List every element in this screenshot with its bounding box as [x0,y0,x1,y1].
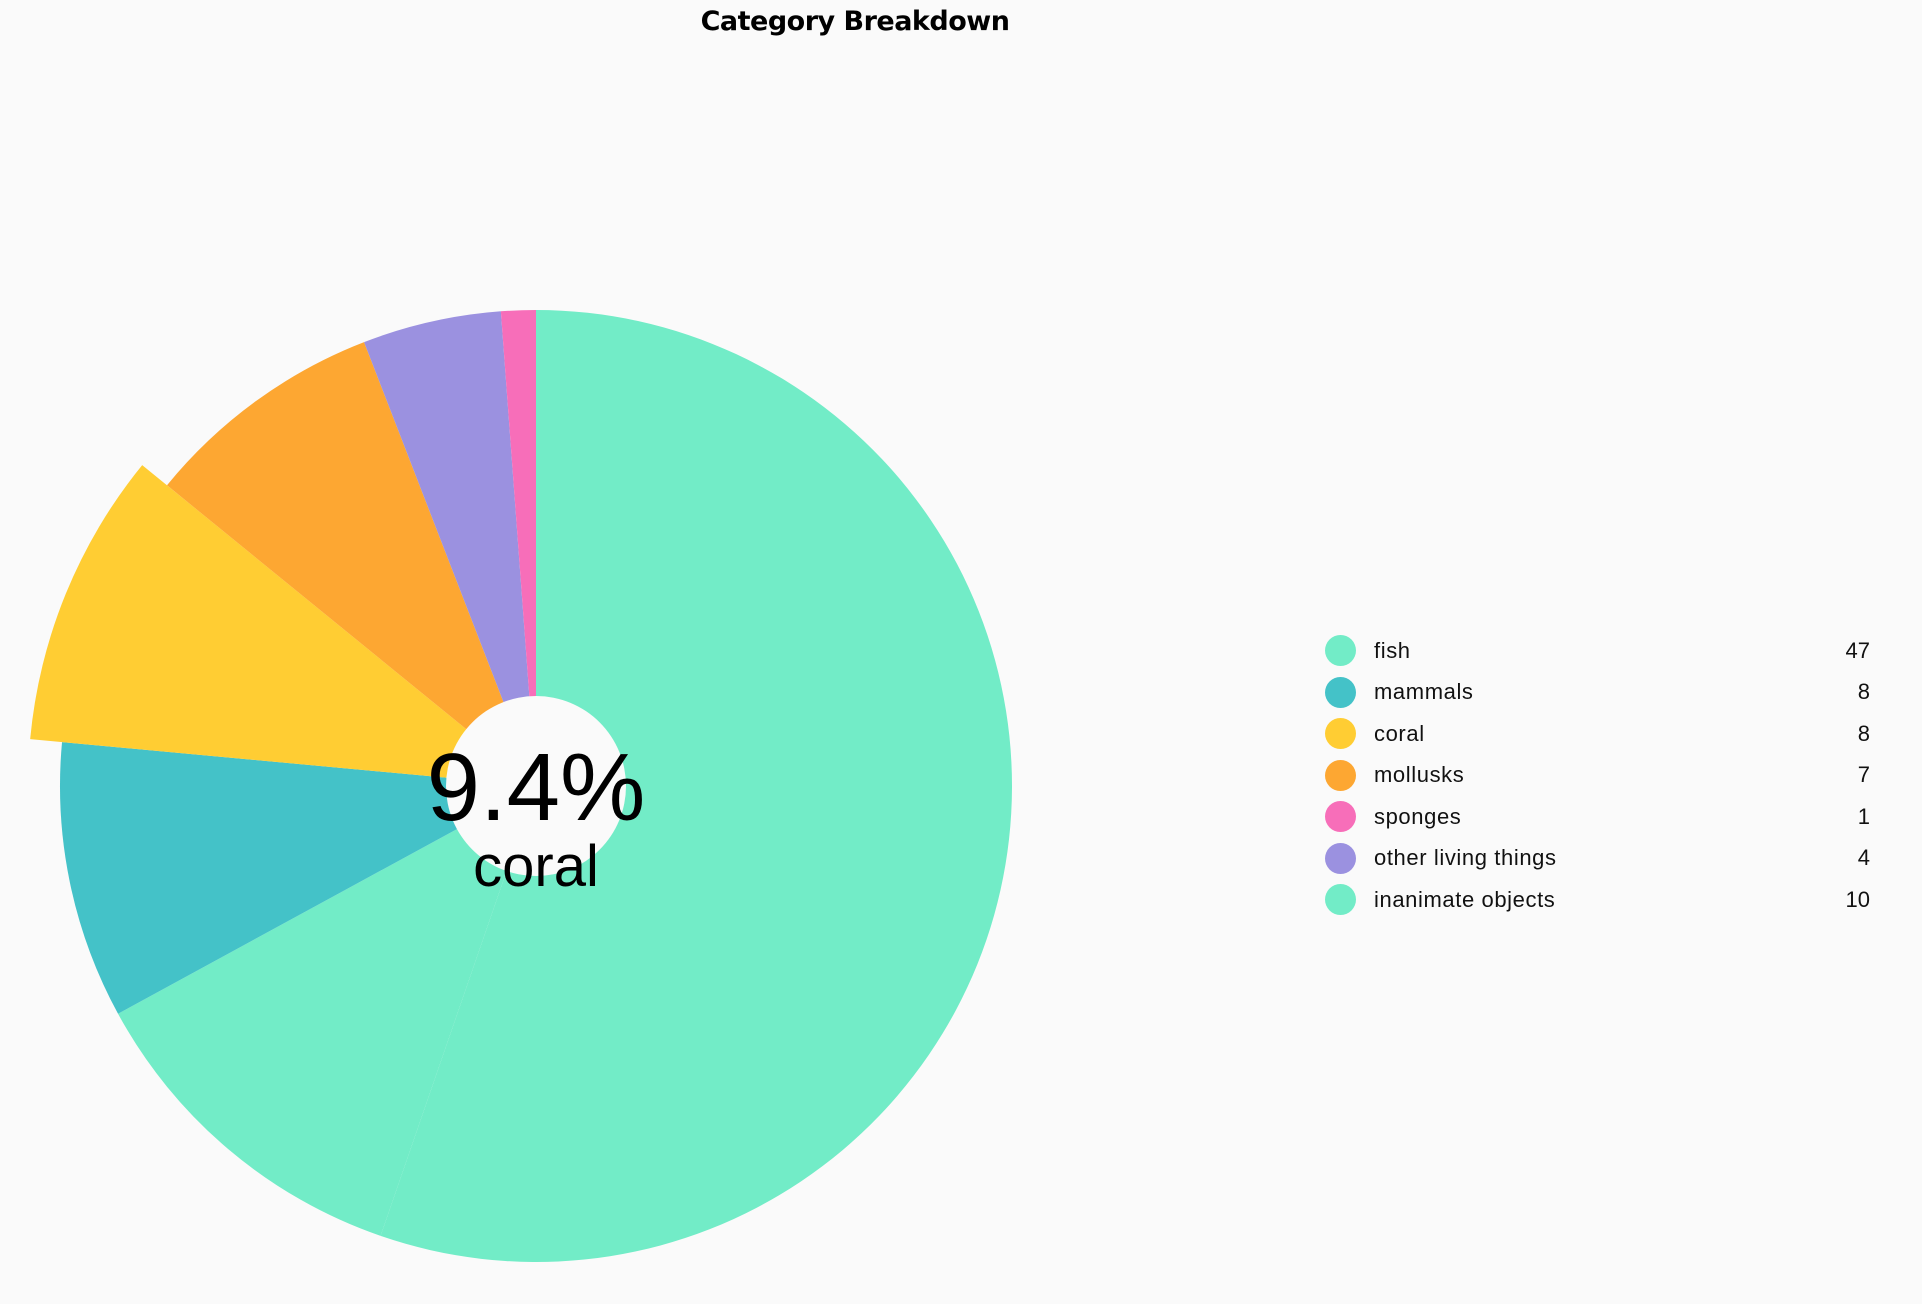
pie-slice-sponges[interactable] [500,310,536,786]
pie-slice-fish[interactable] [380,310,1013,1262]
legend-item[interactable]: mollusks 7 [1325,755,1870,797]
legend-value: 47 [1845,637,1870,663]
legend-value: 1 [1857,803,1870,829]
legend-item[interactable]: coral 8 [1325,713,1870,755]
legend-value: 10 [1845,886,1870,912]
pie-center-hole [446,696,626,876]
legend-swatch [1325,718,1356,750]
legend-label: mollusks [1374,762,1465,788]
legend-item[interactable]: inanimate objects 10 [1325,879,1870,921]
legend-item[interactable]: other living things 4 [1325,838,1870,880]
legend-value: 8 [1857,720,1870,746]
legend-label: mammals [1374,679,1474,705]
legend-swatch [1325,676,1356,708]
legend-swatch [1325,635,1356,667]
legend-item[interactable]: fish 47 [1325,630,1870,672]
pie-slice-other-living-things[interactable] [364,311,536,786]
legend-swatch [1325,842,1356,874]
legend-label: other living things [1374,845,1557,871]
legend-swatch [1325,884,1356,916]
chart-title: Category Breakdown [700,6,1010,37]
legend-value: 7 [1857,762,1870,788]
center-percentage: 9.4% [427,734,646,841]
legend: fish 47 mammals 8 coral 8 mollusks 7 sponges 1 oth… [1325,630,1870,921]
legend-item[interactable]: mammals 8 [1325,672,1870,714]
legend-label: inanimate objects [1374,886,1556,912]
legend-label: fish [1374,637,1411,663]
legend-item[interactable]: sponges 1 [1325,796,1870,838]
pie-slice-mammals[interactable] [60,742,537,1014]
legend-value: 8 [1857,679,1870,705]
legend-value: 4 [1857,845,1870,871]
legend-swatch [1325,759,1356,791]
legend-label: sponges [1374,803,1462,829]
pie-slice-coral[interactable] [30,465,536,786]
center-label: coral [473,834,599,899]
legend-label: coral [1374,720,1425,746]
pie-slice-mollusks[interactable] [167,342,536,786]
legend-swatch [1325,801,1356,833]
pie-slice-inanimate-objects[interactable] [118,786,536,1236]
